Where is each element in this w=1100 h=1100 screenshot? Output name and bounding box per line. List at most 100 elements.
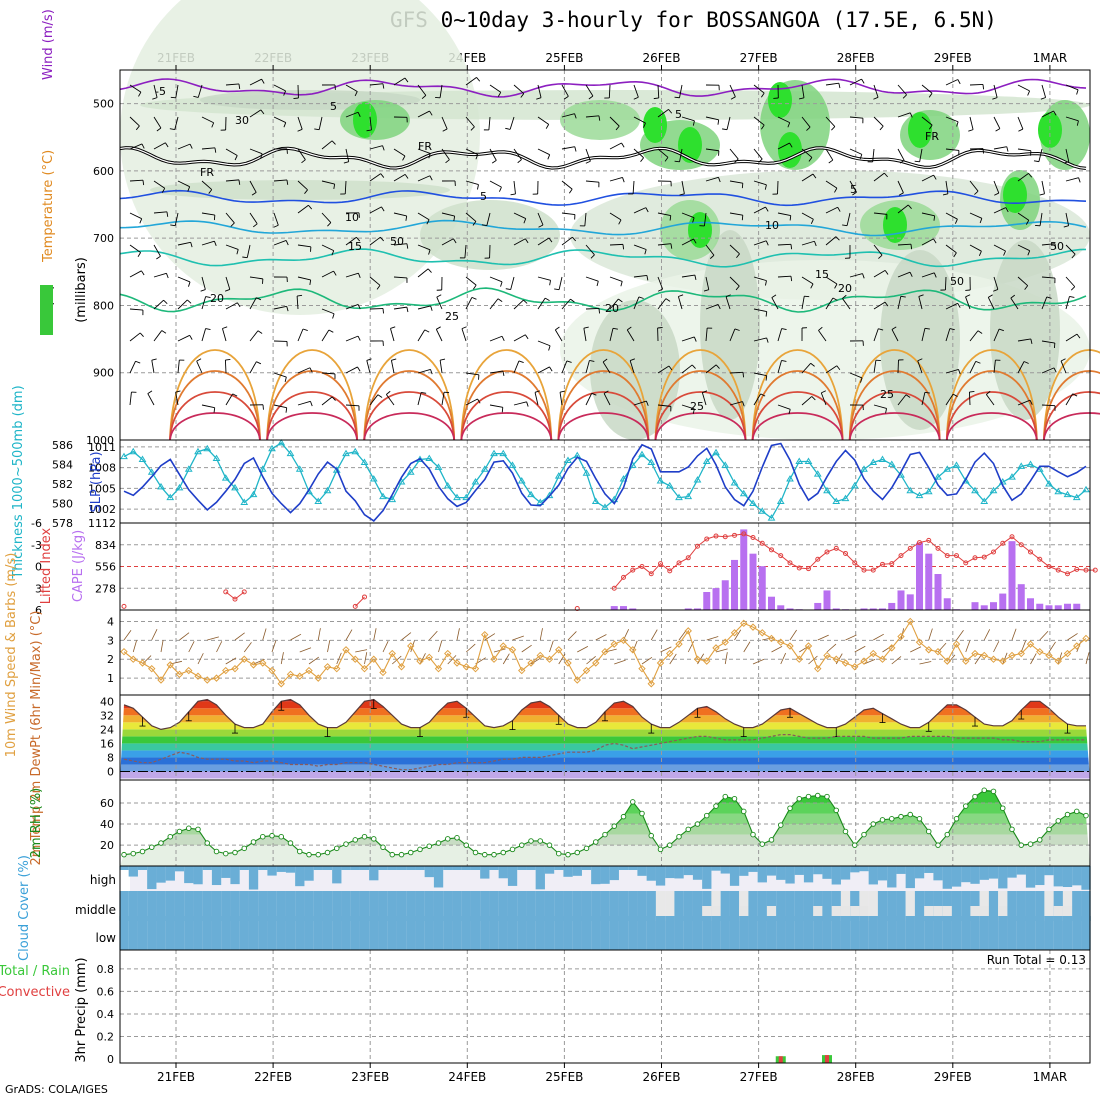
rh2m-marker — [1000, 805, 1006, 811]
wind-barb-flag — [175, 390, 181, 393]
wind-barb — [297, 276, 311, 281]
cloud-gap — [739, 906, 749, 916]
temperature-contour — [363, 349, 456, 441]
surface-wind-barb — [641, 656, 653, 665]
thickness-marker — [1063, 490, 1072, 498]
wind-barb-flag — [765, 375, 768, 381]
surface-wind-barb — [234, 632, 245, 641]
rh-color-band — [120, 834, 1090, 846]
surface-wind-barb — [151, 629, 158, 641]
wind-barb — [987, 297, 995, 310]
footer-credit: GrADS: COLA/IGES — [5, 1083, 108, 1096]
rh2m-marker — [361, 833, 368, 840]
li-marker — [1046, 564, 1052, 569]
temp-tick: 8 — [107, 751, 114, 764]
side-label-wind: Wind (m/s) — [41, 9, 56, 80]
wind-barb — [489, 298, 499, 310]
wind-barb — [969, 244, 982, 252]
rh2m-marker — [833, 807, 840, 814]
cloud-middle-cell — [470, 891, 481, 921]
contour-label: 50 — [950, 275, 964, 288]
rh2m-marker — [435, 840, 442, 846]
wind-barb-flag — [1027, 90, 1030, 96]
cloud-low-cell — [480, 916, 490, 950]
wind-barb-flag — [612, 327, 618, 330]
wind-barb-flag — [787, 122, 791, 128]
rh2m-marker — [676, 833, 682, 840]
wind-barb-flag — [491, 159, 497, 164]
wind-barb-flag — [499, 186, 502, 192]
rh2m-marker — [537, 838, 544, 844]
wind-barb-flag — [549, 280, 552, 286]
rh2m-marker — [408, 849, 414, 856]
wind-barb — [753, 372, 767, 377]
wind-barb — [465, 148, 478, 155]
wind-barb-flag — [834, 187, 838, 193]
cloud-low-cell — [396, 916, 407, 950]
rh2m-marker — [963, 803, 969, 809]
cloud-middle-cell — [776, 891, 786, 921]
surface-wind-barb — [336, 652, 342, 665]
wind-barb — [249, 330, 259, 342]
cloud-low-cell — [1072, 916, 1082, 950]
cloud-low-cell — [267, 916, 277, 950]
thickness-marker — [1054, 487, 1063, 495]
cloud-high-cell — [970, 866, 980, 884]
cloud-low-cell — [489, 916, 499, 950]
wind-barb-flag — [461, 326, 467, 330]
cloud-high-cell — [526, 866, 536, 870]
surface-wind-barb — [1011, 628, 1017, 641]
wind-barb-flag — [674, 160, 680, 163]
thickness-marker — [989, 486, 998, 494]
temp-color-band — [120, 764, 1090, 772]
cloud-middle-cell — [674, 891, 684, 921]
cloud-high-cell — [961, 866, 971, 883]
wind-barb-flag — [283, 90, 286, 96]
rh2m-marker — [463, 842, 470, 848]
cloud-high-cell — [1016, 866, 1026, 875]
wind-speed-marker — [536, 651, 544, 660]
wind-barb-flag — [1018, 128, 1024, 132]
wind-barb-flag — [356, 236, 361, 242]
wind-barb — [201, 296, 207, 310]
wind-barb — [225, 244, 239, 250]
cloud-low-cell — [184, 916, 194, 950]
wind-barb-flag — [734, 158, 739, 163]
temperature-contour — [848, 391, 941, 441]
wind-barb — [489, 335, 503, 342]
cloud-low-cell — [332, 916, 342, 950]
wind-barb — [873, 269, 886, 278]
contour-label: 10 — [345, 211, 359, 224]
wind-speed-marker — [305, 666, 313, 675]
wind-barb — [201, 404, 215, 409]
wind-barb-flag — [357, 366, 361, 372]
wind-barb — [417, 268, 429, 278]
wind-barb-flag — [404, 77, 409, 83]
wind-barb — [897, 243, 912, 246]
rh2m-marker — [509, 846, 516, 853]
wind-speed-marker — [120, 647, 128, 656]
temperature-contour — [557, 370, 650, 441]
cloud-middle-cell — [1007, 891, 1017, 921]
wind-barb — [273, 305, 287, 310]
cloud-high-cell — [415, 866, 425, 870]
wind-tick: 3 — [107, 634, 114, 647]
wind-barb — [153, 116, 162, 129]
surface-wind-barb — [734, 629, 742, 641]
wind-barb — [921, 84, 933, 94]
wind-speed-marker — [730, 629, 739, 637]
wind-barb — [1041, 243, 1055, 246]
thickness-marker — [194, 447, 202, 455]
cloud-middle-cell — [1072, 891, 1082, 921]
wind-barb-flag — [1063, 225, 1069, 228]
wind-speed-marker — [629, 646, 637, 654]
wind-barb — [945, 302, 958, 310]
wind-barb-flag — [574, 146, 577, 152]
li-tick: 3 — [35, 582, 42, 595]
cloud-middle-cell — [526, 891, 536, 921]
wind-barb — [825, 297, 834, 310]
rh2m-marker — [1083, 812, 1089, 819]
wind-barb — [177, 334, 190, 342]
wind-barb — [825, 148, 834, 161]
